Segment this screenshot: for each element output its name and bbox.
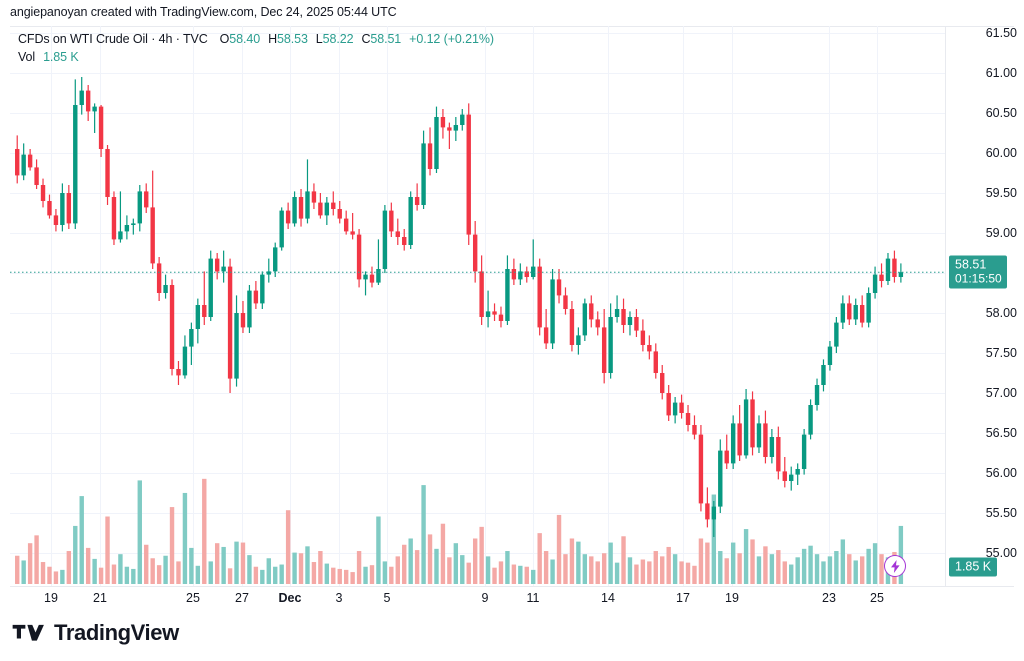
legend-open-key: O [219,32,230,46]
time-tick-label: 25 [186,591,200,605]
tradingview-logo-icon [12,624,44,641]
price-tick-label: 57.00 [985,386,1017,400]
price-tick-label: 57.50 [985,346,1017,360]
time-tick-label: 19 [44,591,58,605]
bar-countdown: 01:15:50 [955,271,1002,286]
current-price-value: 58.51 [955,257,987,272]
legend-high-value: 58.53 [277,32,308,46]
legend-close-value: 58.51 [370,32,402,46]
time-tick-label: Dec [278,591,302,605]
time-tick-label: 3 [335,591,343,605]
price-tick-label: 60.50 [985,106,1017,120]
candlestick-svg [10,26,945,586]
price-tick-label: 58.00 [985,306,1017,320]
price-tick-label: 55.50 [985,506,1017,520]
time-tick-label: 17 [676,591,690,605]
legend-row-ohlc: CFDs on WTI Crude Oil · 4h · TVC O58.40 H5… [18,31,494,48]
chart-legend: CFDs on WTI Crude Oil · 4h · TVC O58.40 H5… [18,31,494,66]
time-tick-label: 9 [481,591,489,605]
footer-branding: TradingView [12,620,179,646]
time-tick-label: 11 [526,591,540,605]
legend-open-value: 58.40 [229,32,261,46]
price-tick-label: 56.50 [985,426,1017,440]
price-tick-label: 59.50 [985,186,1017,200]
legend-volume-value: 1.85 K [43,50,79,64]
volume-badge[interactable]: 1.85 K [949,557,998,577]
lightning-bolt-icon[interactable] [884,555,906,577]
price-tick-label: 60.00 [985,146,1017,160]
time-tick-label: 23 [822,591,836,605]
time-tick-label: 27 [235,591,249,605]
legend-volume-key: Vol [18,50,36,64]
legend-change-value: +0.12 (+0.21%) [409,32,494,46]
time-scale[interactable]: 19 21 25 27 Dec 3 5 9 11 14 17 19 23 25 [10,587,945,611]
time-tick-label: 19 [725,591,739,605]
brand-name: TradingView [54,620,179,645]
chart-top-divider [10,26,1014,27]
price-scale[interactable]: 61.50 61.00 60.50 60.00 59.50 59.00 58.00 57.50… [946,26,1024,586]
current-price-badge[interactable]: 58.51 01:15:50 [949,255,1007,289]
time-tick-label: 25 [870,591,884,605]
price-tick-label: 56.00 [985,466,1017,480]
time-tick-label: 5 [383,591,391,605]
time-tick-label: 21 [93,591,107,605]
attribution-text: angiepanoyan created with TradingView.co… [10,5,397,19]
price-tick-label: 55.00 [985,546,1017,560]
time-scale-divider [10,586,1014,587]
chart-plot-area[interactable] [10,26,945,586]
legend-low-key: L [315,32,323,46]
legend-close-key: C [361,32,371,46]
time-tick-label: 14 [601,591,615,605]
legend-row-volume: Vol 1.85 K [18,49,494,66]
legend-low-value: 58.22 [322,32,354,46]
price-tick-label: 61.00 [985,66,1017,80]
bolt-glyph [890,559,900,573]
legend-symbol-title[interactable]: CFDs on WTI Crude Oil · 4h · TVC [18,32,208,46]
price-tick-label: 59.00 [985,226,1017,240]
price-tick-label: 61.50 [985,26,1017,40]
price-scale-divider [945,26,946,586]
legend-high-key: H [268,32,278,46]
